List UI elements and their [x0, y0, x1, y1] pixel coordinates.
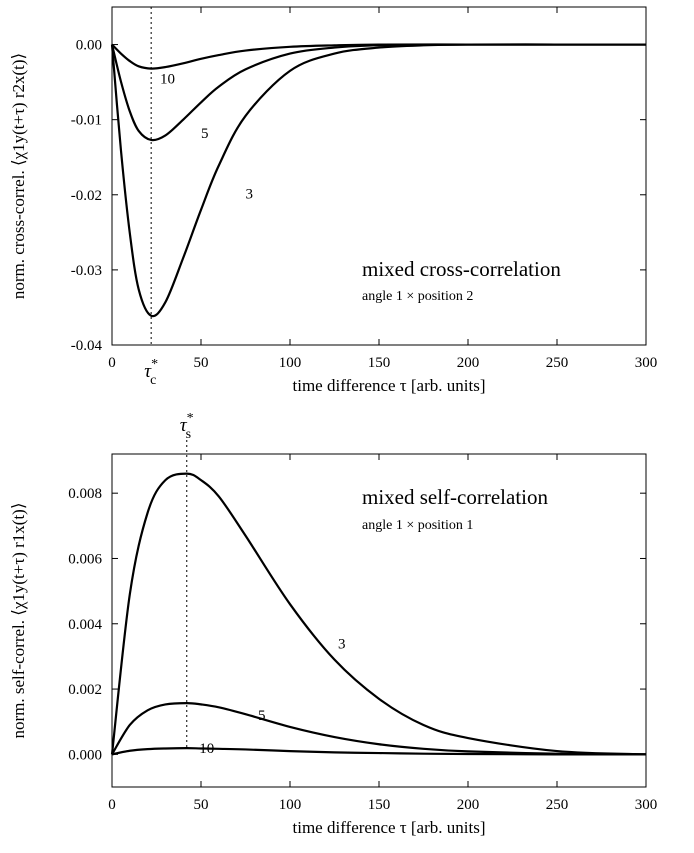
y-tick-label: 0.006: [68, 551, 102, 567]
x-tick-label: 50: [194, 797, 209, 813]
x-tick-label: 250: [546, 355, 569, 371]
curve-label: 5: [258, 708, 266, 724]
series-line-3: [110, 43, 646, 318]
annotation-title: mixed cross-correlation: [362, 257, 561, 281]
curve-label: 10: [160, 71, 175, 87]
x-tick-label: 150: [368, 797, 391, 813]
y-tick-label: -0.04: [71, 338, 103, 354]
y-tick-label: -0.02: [71, 188, 102, 204]
series-line-5: [111, 702, 647, 756]
peak-marker-label: τ* c: [144, 357, 158, 388]
x-tick-label: 50: [194, 355, 209, 371]
curve-label: 10: [199, 741, 214, 757]
y-tick-label: 0.00: [76, 38, 102, 54]
x-tick-label: 0: [108, 355, 116, 371]
y-axis-label: norm. self-correl. ⟨χ1y(t+τ) r1x(t)⟩: [9, 503, 28, 739]
y-axis-label: norm. cross-correl. ⟨χ1y(t+τ) r2x(t)⟩: [9, 53, 28, 299]
peak-marker-label: τ* s: [180, 411, 194, 442]
x-tick-label: 150: [368, 355, 391, 371]
x-axis-label: time difference τ [arb. units]: [293, 376, 486, 395]
y-tick-label: 0.004: [68, 617, 102, 633]
y-tick-label: -0.01: [71, 113, 102, 129]
cross-correlation-panel: 0 50 100 150 200 250 300 -0.04 -0.03 -0.02 -0.01 0.…: [9, 6, 658, 395]
x-tick-label: 0: [108, 797, 116, 813]
x-tick-label: 300: [635, 797, 658, 813]
x-tick-label: 100: [279, 797, 302, 813]
x-axis-label: time difference τ [arb. units]: [293, 818, 486, 837]
curve-label: 5: [201, 126, 209, 142]
x-tick-label: 200: [457, 797, 480, 813]
curve-label: 3: [338, 636, 346, 652]
x-tick-label: 250: [546, 797, 569, 813]
series-line-3: [110, 472, 647, 756]
annotation-subtitle: angle 1 × position 1: [362, 518, 473, 533]
x-tick-label: 300: [635, 355, 658, 371]
x-tick-label: 100: [279, 355, 302, 371]
y-tick-label: -0.03: [71, 263, 102, 279]
annotation-subtitle: angle 1 × position 2: [362, 289, 473, 304]
x-tick-label: 200: [457, 355, 480, 371]
y-tick-label: 0.000: [68, 747, 102, 763]
self-correlation-panel: 0 50 100 150 200 250 300 0.000 0.002 0.004 0.006 0.…: [9, 411, 657, 837]
y-tick-label: 0.002: [68, 682, 102, 698]
y-tick-label: 0.008: [68, 486, 102, 502]
curve-label: 3: [246, 186, 254, 202]
annotation-title: mixed self-correlation: [362, 485, 549, 509]
series-line-5: [110, 43, 646, 142]
series-line-10: [111, 747, 647, 756]
